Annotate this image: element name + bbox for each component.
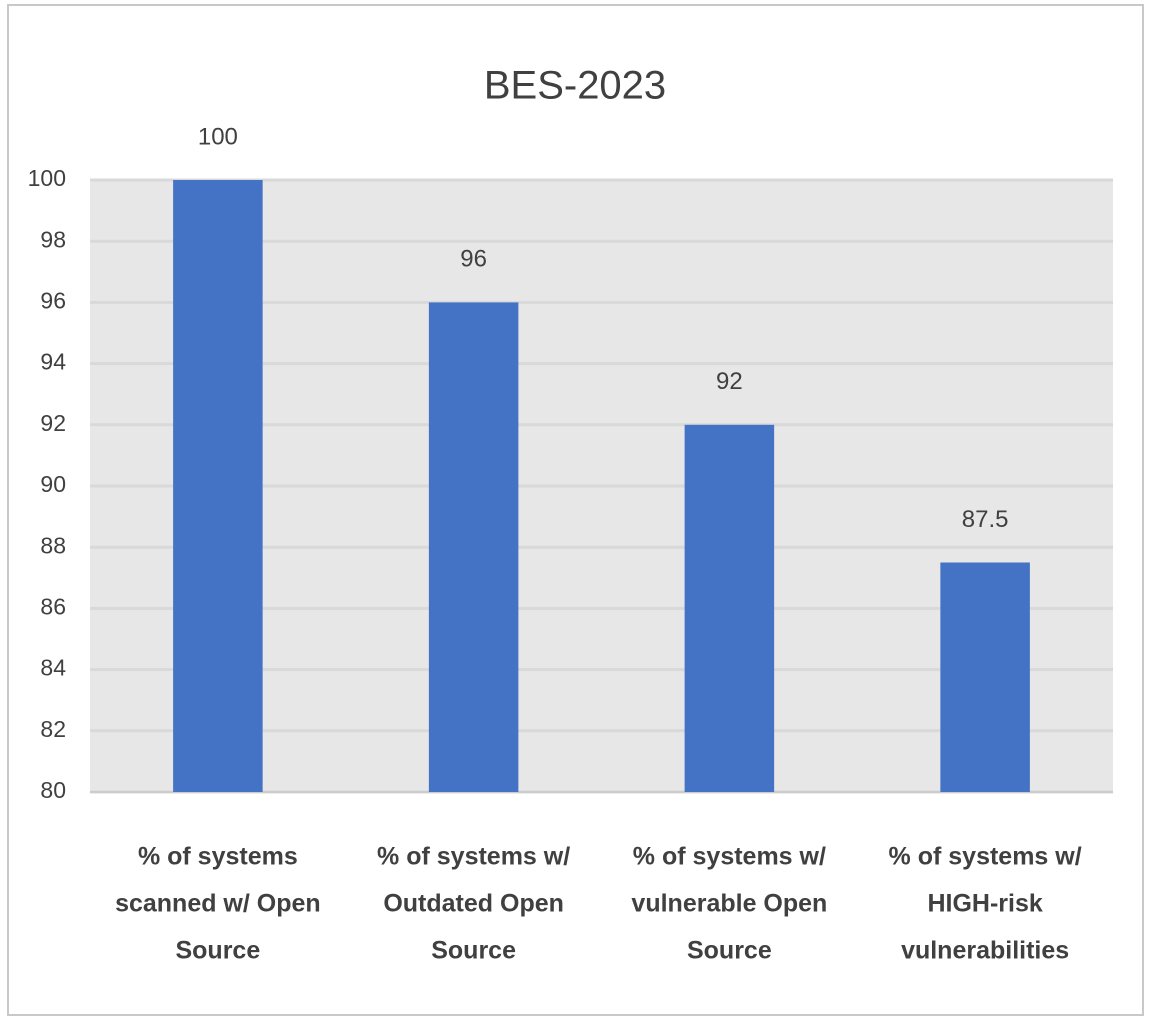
x-tick-label: % of systems w/ — [889, 843, 1082, 871]
x-tick-label: HIGH-risk — [927, 890, 1042, 918]
bar — [428, 302, 519, 792]
x-tick-label: vulnerable Open — [631, 890, 827, 918]
x-tick-label: Source — [687, 937, 772, 965]
data-label: 92 — [716, 368, 743, 395]
chart-title: BES-2023 — [484, 64, 666, 108]
x-tick-label: Source — [175, 937, 260, 965]
bar — [940, 562, 1030, 792]
x-tick-label: Source — [431, 937, 516, 965]
bar — [684, 424, 775, 792]
x-tick-label: % of systems — [138, 843, 298, 871]
y-tick-label: 82 — [40, 716, 66, 742]
y-tick-label: 96 — [40, 287, 66, 313]
x-tick-label: scanned w/ Open — [115, 890, 321, 918]
y-tick-label: 92 — [40, 410, 66, 436]
y-tick-label: 98 — [40, 226, 66, 252]
y-tick-label: 94 — [40, 349, 66, 375]
y-tick-label: 100 — [28, 165, 66, 191]
bar — [173, 180, 263, 792]
y-tick-label: 88 — [40, 532, 66, 558]
y-tick-label: 90 — [40, 471, 66, 497]
x-tick-label: Outdated Open — [383, 890, 564, 918]
data-label: 87.5 — [962, 506, 1009, 533]
x-tick-label: vulnerabilities — [901, 937, 1069, 965]
x-tick-label: % of systems w/ — [633, 843, 826, 871]
x-tick-label: % of systems w/ — [377, 843, 570, 871]
y-tick-label: 86 — [40, 593, 66, 619]
data-label: 96 — [460, 246, 487, 273]
y-tick-label: 84 — [40, 655, 66, 681]
y-tick-label: 80 — [40, 777, 66, 803]
data-label: 100 — [198, 123, 238, 150]
